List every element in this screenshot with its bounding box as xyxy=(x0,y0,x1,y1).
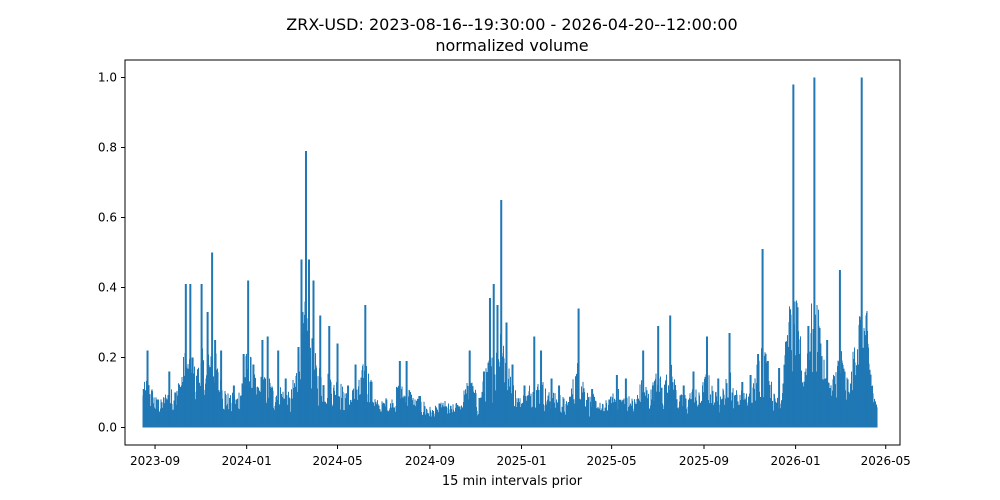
x-axis-label: 15 min intervals prior xyxy=(442,474,583,489)
plot-frame xyxy=(124,59,901,446)
x-tick-label: 2024-05 xyxy=(312,454,362,468)
chart-subtitle: normalized volume xyxy=(435,36,588,55)
x-axis: 2023-09 2024-01 2024-05 2024-09 2025-01 2025-… xyxy=(130,445,911,468)
chart-title: ZRX-USD: 2023-08-16--19:30:00 - 2026-04-… xyxy=(286,15,737,34)
y-tick-label: 0.8 xyxy=(98,141,117,155)
y-tick-label: 0.6 xyxy=(98,211,117,225)
y-tick-label: 0.0 xyxy=(98,421,117,435)
x-tick-label: 2026-05 xyxy=(861,454,911,468)
y-tick-label: 0.4 xyxy=(98,281,117,295)
x-tick-label: 2026-01 xyxy=(771,454,821,468)
series-layer xyxy=(142,77,878,428)
x-tick-label: 2024-09 xyxy=(405,454,455,468)
x-tick-label: 2023-09 xyxy=(130,454,180,468)
y-tick-label: 1.0 xyxy=(98,71,117,85)
y-axis: 0.0 0.2 0.4 0.6 0.8 1.0 xyxy=(98,71,125,435)
x-tick-label: 2024-01 xyxy=(222,454,272,468)
x-tick-label: 2025-05 xyxy=(587,454,637,468)
x-tick-label: 2025-01 xyxy=(496,454,546,468)
y-tick-label: 0.2 xyxy=(98,351,117,365)
x-tick-label: 2025-09 xyxy=(679,454,729,468)
